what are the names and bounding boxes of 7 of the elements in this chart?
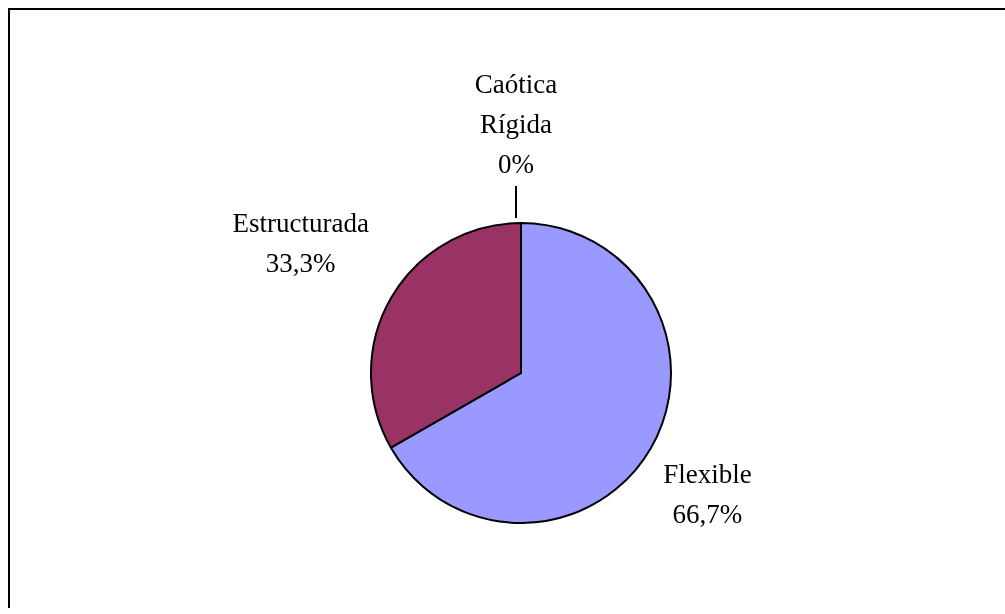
- data-label: 66,7%: [672, 498, 743, 529]
- slice-label: Estructurada: [232, 208, 369, 239]
- text: 0%: [498, 149, 534, 180]
- slice-label: Flexible: [663, 458, 752, 489]
- category-label: Rígida: [480, 109, 552, 140]
- category-label: Caótica: [474, 69, 558, 100]
- data-label: 33,3%: [265, 248, 336, 279]
